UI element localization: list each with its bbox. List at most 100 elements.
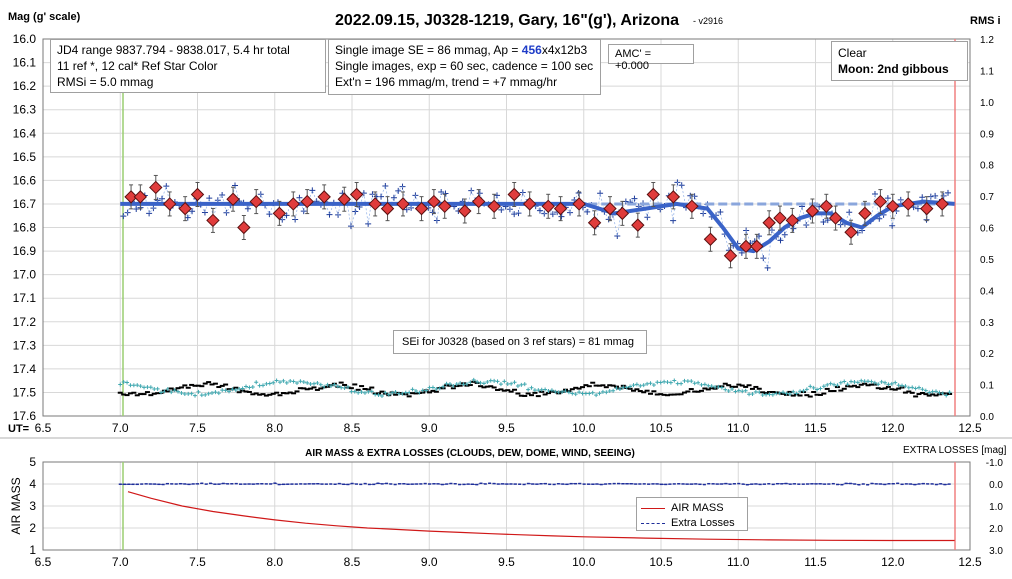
y-tick-label: 16.5 [13,150,37,164]
binned-point [380,201,395,216]
binned-point [631,218,645,232]
top-grid [42,38,971,417]
raw-point [244,205,251,212]
ref-cross [267,381,272,386]
ref-cross [210,391,215,396]
ref-cross [216,391,221,396]
ref-cross [257,383,262,388]
ref-cross [587,391,592,396]
ref-cross [784,391,789,396]
ref-cross [481,381,486,386]
raw-point [717,209,724,216]
binned-point [785,213,800,228]
ref-cross [770,392,775,397]
ref-cross [842,379,847,384]
airmass-line [127,491,955,542]
rmsi-text: RMSi = 5.0 mmag [57,75,154,89]
bottom-y-title-right: EXTRA LOSSES [mag] [903,445,1007,456]
jd-range-text: JD4 range 9837.794 - 9838.017, 5.4 hr to… [57,43,290,57]
ref-cross [369,389,374,394]
bottom-y-ticks: 5 4 3 2 1 [29,455,36,557]
ref-cross [250,385,255,390]
ref-cross [900,383,905,388]
ref-cross [818,386,823,391]
x-tick-label: 10.0 [572,555,596,569]
x-tick-label: 7.0 [112,421,129,435]
y-tick-label: 17.1 [13,291,37,305]
y-right-tick-label: -1.0 [986,458,1004,469]
ref-cross [600,389,605,394]
ref-cross [736,388,741,393]
ref-cross [906,385,911,390]
ref-cross [679,381,684,386]
ref-cross [893,380,898,385]
y-right-tick-label: 1.2 [980,35,994,46]
y-tick-label: 16.7 [13,197,37,211]
raw-point [567,209,574,216]
ref-cross [889,381,894,386]
y-tick-label: 17.5 [13,385,37,399]
ref-cross [631,383,636,388]
ref-cross [182,392,187,397]
y-right-tick-label: 0.6 [980,224,994,235]
ref-cross [682,378,687,383]
ref-cross [237,387,242,392]
ref-cross [495,379,500,384]
binned-point [349,187,364,202]
raw-point [442,190,449,197]
legend-item-extra-losses: Extra Losses [641,516,743,531]
y-right-tick-label: 0.9 [980,129,994,140]
raw-point [219,192,226,199]
ref-cross [689,379,694,384]
ref-cross [859,378,864,383]
ref-cross [913,386,918,391]
ref-cross [696,380,701,385]
raw-point [382,182,389,189]
x-tick-label: 11.0 [727,421,750,435]
ref-cross [522,382,527,387]
ref-cross [791,389,796,394]
ref-cross [730,386,735,391]
ref-cross [169,390,174,395]
binned-point [935,197,949,211]
ref-cross [311,381,316,386]
x-tick-label: 12.0 [881,555,905,569]
binned-point [703,232,718,246]
ref-cross [753,389,758,394]
sei-box: SEi for J0328 (based on 3 ref stars) = 8… [393,330,647,354]
ref-cross [923,388,928,393]
raw-point [158,195,165,202]
ref-cross [284,380,289,385]
binned-points [124,174,949,269]
ref-cross [536,388,541,393]
ref-cross [366,389,371,394]
ref-cross [349,389,354,394]
y-right-tick-label: 3.0 [989,546,1003,557]
binned-point [873,194,888,209]
ref-cross [821,384,826,389]
ref-cross [781,390,786,395]
y-right-tick-label: 1.0 [980,98,994,109]
ref-cross [804,387,809,392]
airmass-swatch [641,508,665,509]
ref-cross [617,386,622,391]
ref-cross [131,383,136,388]
binned-point [190,187,205,202]
ref-cross [529,385,534,390]
ref-cross [702,382,707,387]
ref-cross [196,389,201,394]
ref-cross [454,382,459,387]
y-right-tick-label: 2.0 [989,524,1003,535]
ref-cross [240,386,245,391]
ref-cross [471,377,476,382]
ref-cross [709,384,714,389]
ref-cross [335,384,340,389]
ref-cross [281,378,286,383]
ref-cross [159,390,164,395]
y-right-tick-label: 1.1 [980,66,994,77]
y-right-tick-label: 0.0 [980,412,994,423]
raw-point [511,211,518,218]
ref-cross [274,378,279,383]
binned-point [206,213,220,228]
binned-point [300,194,314,209]
